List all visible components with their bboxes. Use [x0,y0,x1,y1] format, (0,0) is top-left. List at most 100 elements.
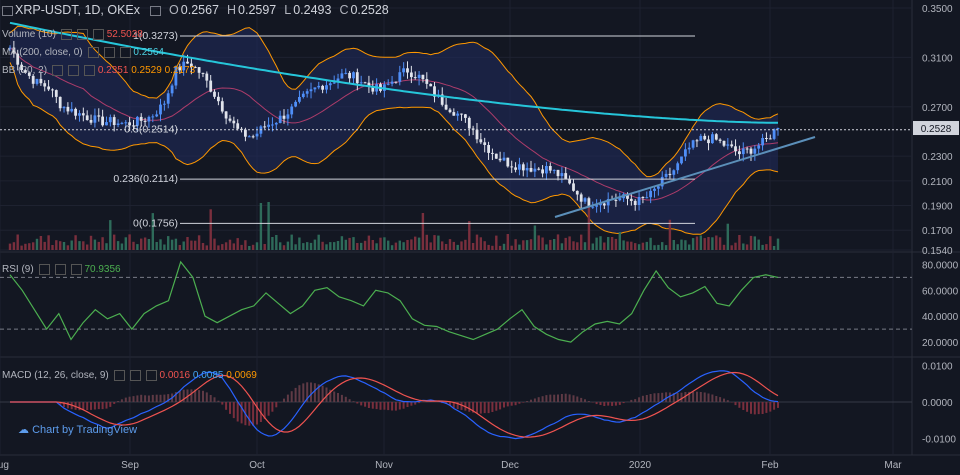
macd-histogram-bar [93,402,96,410]
candle-body [514,167,517,170]
candle-body [39,78,43,84]
candle-body [182,61,186,71]
macd-histogram-bar [707,393,710,403]
candle-body [20,64,23,71]
eye-icon[interactable] [52,65,64,76]
candle-body [633,200,637,205]
high-label: H [227,3,237,17]
bb-legend[interactable]: BB (20, 2) 0.2351 0.2529 0.2173 [2,65,195,76]
candle-body [676,163,680,171]
candle-body [27,72,31,76]
eye-icon[interactable] [38,264,50,275]
macd-histogram-bar [178,391,181,402]
close-icon[interactable] [84,65,96,76]
symbol-label[interactable]: XRP-USDT, 1D, OKEx [15,3,141,17]
candle-body [8,47,12,49]
macd-histogram-bar [587,401,590,402]
macd-histogram-bar [757,402,760,415]
macd-histogram-bar [630,399,633,402]
eye-icon[interactable] [60,29,72,40]
candle-body [398,72,402,82]
volume-bar [603,242,606,250]
macd-histogram-bar [661,392,664,402]
settings-icon[interactable] [103,47,115,58]
eye-icon[interactable] [87,47,99,58]
candle-body [81,113,85,116]
volume-bar [279,242,282,250]
candle-body [521,164,525,171]
symbol-icon[interactable] [2,5,13,16]
candle-body [78,113,81,116]
last-price-tag [913,121,959,136]
macd-histogram-bar [174,392,177,403]
macd-histogram-bar [263,402,266,419]
volume-bar [614,238,618,250]
volume-bar [213,238,216,250]
volume-bar [580,234,583,250]
volume-bar [529,239,533,250]
volume-bar [232,243,235,250]
price-tick-label: 0.2100 [922,177,953,188]
macd-histogram-bar [236,402,239,422]
candle-body [726,144,730,146]
volume-bar [82,241,85,250]
eye-icon[interactable] [113,370,125,381]
volume-bar [55,240,58,250]
settings-icon[interactable] [150,5,162,16]
candle-body [220,101,224,112]
rsi-line [9,260,779,343]
low-label: L [284,3,292,17]
candle-body [572,183,575,191]
volume-bar [228,239,232,250]
candle-body [606,199,610,206]
macd-histogram-bar [306,382,309,403]
candle-body [703,135,707,140]
candle-body [166,93,170,104]
volume-bar [564,237,567,250]
macd-histogram-bar [325,387,328,402]
candle-body [371,86,375,92]
macd-histogram-bar [198,390,201,402]
last-price-label: 0.2528 [921,124,952,135]
candle-body [43,83,47,87]
volume-bar [661,242,664,250]
macd-histogram-bar [726,400,729,402]
macd-histogram-bar [576,396,579,403]
tradingview-brand[interactable]: ☁ Chart by TradingView [18,424,138,436]
candle-body [475,129,479,140]
macd-histogram-bar [205,392,208,402]
macd-histogram-bar [383,402,386,410]
ma-legend[interactable]: MA (200, close, 0) 0.2564 [2,47,164,58]
rsi-tick-label: 20.0000 [922,338,959,349]
volume-legend[interactable]: Volume (10) 52.5028 [2,29,143,40]
settings-icon[interactable] [129,370,141,381]
macd-histogram-bar [777,402,779,408]
candle-body [734,146,737,152]
candle-body [209,80,213,92]
volume-bar [502,243,506,250]
macd-histogram-bar [348,399,351,402]
fib-level-label: 0.5(0.2514) [124,124,178,136]
candle-body [602,203,606,206]
close-icon[interactable] [70,264,82,275]
macd-histogram-bar [317,384,320,403]
macd-histogram-bar [468,402,471,412]
candle-body [54,90,58,97]
close-icon[interactable] [145,370,157,381]
volume-bar [460,241,463,250]
volume-bar [587,205,591,250]
close-icon[interactable] [92,29,104,40]
candle-body [85,115,89,120]
fib-level-label: 0.236(0.2114) [113,173,178,185]
candle-body [112,117,116,125]
rsi-legend[interactable]: RSI (9) 70.9356 [2,264,121,275]
macd-histogram-bar [286,394,289,402]
close-icon[interactable] [119,47,131,58]
settings-icon[interactable] [76,29,88,40]
settings-icon[interactable] [68,65,80,76]
macd-legend[interactable]: MACD (12, 26, close, 9) 0.0016 0.0085 0.… [2,370,257,381]
candle-body [653,188,656,191]
macd-histogram-bar [213,397,216,402]
settings-icon[interactable] [54,264,66,275]
